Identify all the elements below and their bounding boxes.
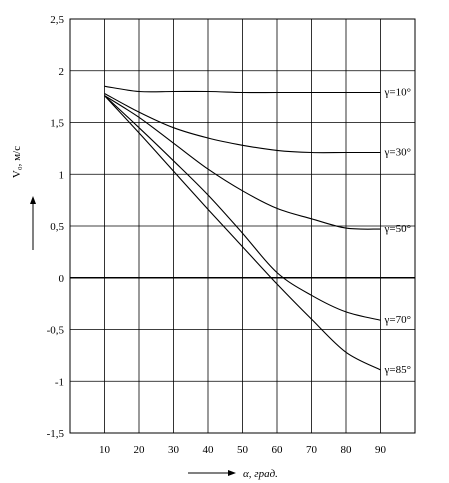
x-tick-label: 60 <box>272 444 284 456</box>
series-label: γ=85° <box>384 364 411 376</box>
series-label: γ=30° <box>384 147 411 159</box>
y-tick-label: 1,5 <box>50 118 64 130</box>
y-tick-label: 2,5 <box>50 14 64 26</box>
y-tick-label: -0,5 <box>47 325 65 337</box>
series-label: γ=10° <box>384 86 411 98</box>
series-label: γ=50° <box>384 223 411 235</box>
x-tick-label: 80 <box>341 444 353 456</box>
y-axis-arrow-icon <box>30 196 36 250</box>
x-tick-label: 90 <box>375 444 387 456</box>
series-line <box>104 93 381 154</box>
series-line <box>104 85 381 94</box>
x-tick-label: 20 <box>134 444 146 456</box>
series-line <box>104 95 381 321</box>
x-axis-label: α, град. <box>243 468 278 480</box>
series-line <box>104 95 381 371</box>
y-tick-label: -1 <box>55 376 64 388</box>
y-tick-label: -1,5 <box>47 428 65 440</box>
series-curves <box>104 85 381 371</box>
series-line <box>104 95 381 230</box>
series-labels: γ=10° γ=30° γ=50° γ=70° γ=85° <box>384 86 411 375</box>
x-tick-label: 30 <box>168 444 180 456</box>
x-tick-label: 70 <box>306 444 318 456</box>
tick-labels: 2,5 2 1,5 1 0,5 0 -0,5 -1 -1,5 10 20 30 40 50 60 70 80 90 <box>47 14 387 456</box>
x-tick-label: 50 <box>237 444 249 456</box>
x-tick-label: 40 <box>203 444 215 456</box>
grid <box>69 18 416 434</box>
x-axis-arrow-icon <box>188 470 236 476</box>
x-tick-label: 10 <box>99 444 111 456</box>
series-label: γ=70° <box>384 314 411 326</box>
y-axis-label: V₀, м/с <box>11 146 23 178</box>
y-tick-label: 0,5 <box>50 221 64 233</box>
y-tick-label: 2 <box>59 66 65 78</box>
y-tick-label: 1 <box>59 169 65 181</box>
y-tick-label: 0 <box>59 273 65 285</box>
